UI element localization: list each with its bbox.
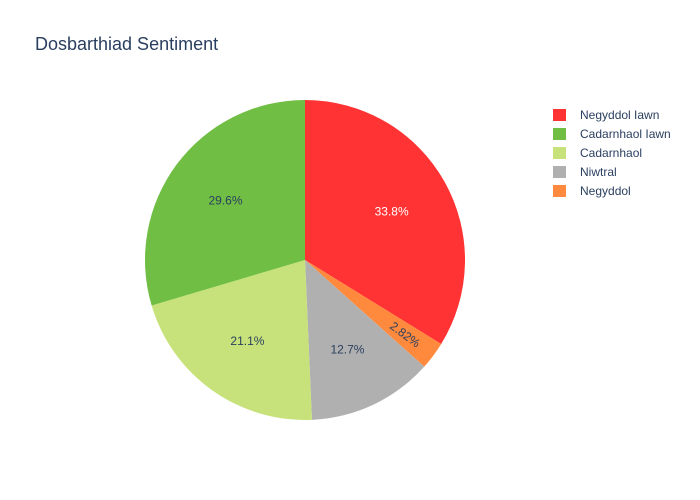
- legend-swatch-cadarnhaol-iawn: [553, 128, 566, 140]
- legend: Negyddol Iawn Cadarnhaol Iawn Cadarnhaol Ni…: [553, 108, 671, 198]
- legend-label-cadarnhaol: Cadarnhaol: [580, 146, 642, 160]
- legend-item-niwtral[interactable]: Niwtral: [553, 165, 617, 179]
- pie-label-cadarnhaol-iawn: 29.6%: [208, 194, 242, 208]
- pie-slice-niwtral: [305, 260, 425, 420]
- pie-label-cadarnhaol: 21.1%: [230, 334, 264, 348]
- legend-item-cadarnhaol[interactable]: Cadarnhaol: [553, 146, 642, 160]
- pie-slice-negyddol-iawn: [305, 100, 466, 344]
- legend-swatch-cadarnhaol: [553, 147, 566, 159]
- pie-slice-cadarnhaol-iawn: [145, 100, 305, 306]
- pie-slices: [145, 100, 466, 420]
- legend-swatch-niwtral: [553, 166, 566, 178]
- legend-item-negyddol-iawn[interactable]: Negyddol Iawn: [553, 108, 659, 122]
- pie-slice-negyddol: [305, 260, 442, 367]
- legend-swatch-negyddol: [553, 185, 566, 197]
- chart-title: Dosbarthiad Sentiment: [35, 34, 218, 54]
- legend-label-negyddol: Negyddol: [580, 184, 631, 198]
- legend-label-niwtral: Niwtral: [580, 165, 617, 179]
- pie-slice-cadarnhaol: [151, 260, 312, 420]
- pie-label-niwtral: 12.7%: [330, 343, 364, 357]
- legend-swatch-negyddol-iawn: [553, 109, 566, 121]
- pie-label-negyddol-iawn: 33.8%: [375, 205, 409, 219]
- legend-label-cadarnhaol-iawn: Cadarnhaol Iawn: [580, 127, 671, 141]
- legend-item-negyddol[interactable]: Negyddol: [553, 184, 631, 198]
- legend-item-cadarnhaol-iawn[interactable]: Cadarnhaol Iawn: [553, 127, 671, 141]
- legend-label-negyddol-iawn: Negyddol Iawn: [580, 108, 659, 122]
